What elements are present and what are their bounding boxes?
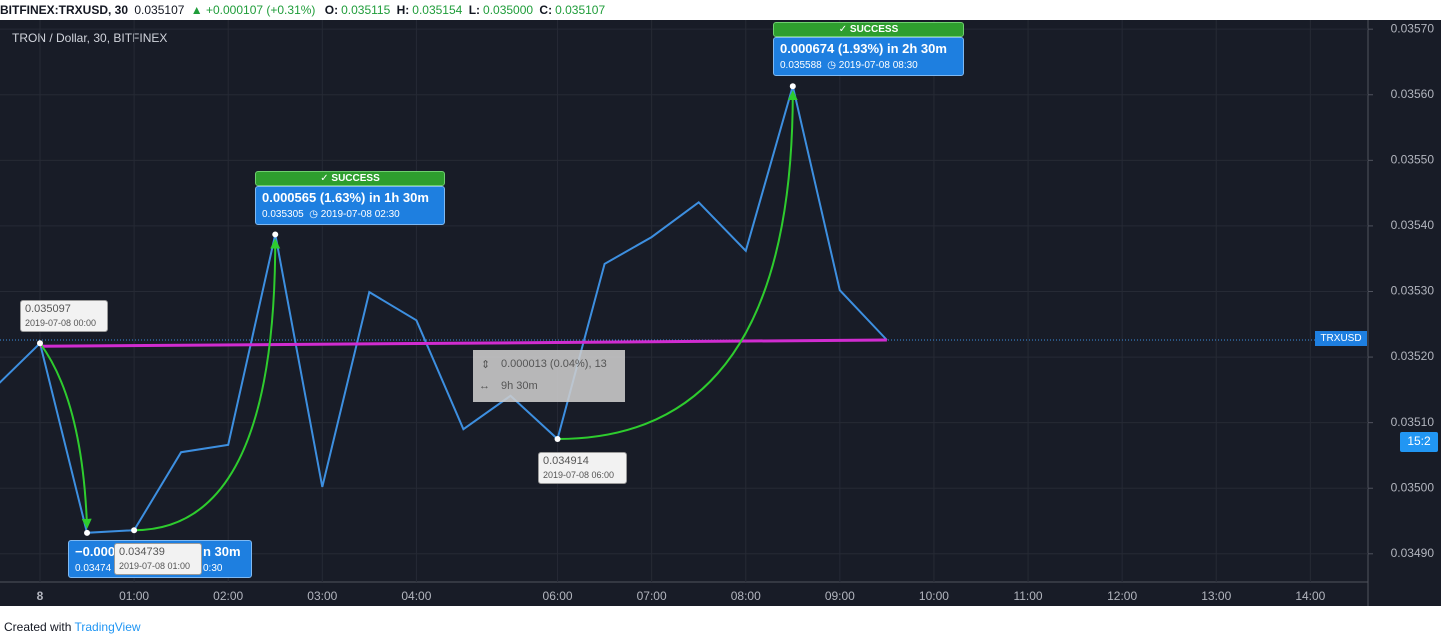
gain-price: 0.035588 ◷ 2019-07-08 08:30: [780, 60, 918, 71]
last-price: 0.035107: [134, 3, 185, 17]
x-tick-label: 03:00: [307, 589, 337, 603]
x-tick-label: 07:00: [637, 589, 667, 603]
y-tick-label: 0.03570: [1391, 21, 1435, 35]
tooltip-price: 0.035097: [25, 303, 71, 315]
footer: Created with TradingView: [4, 620, 141, 634]
trend-line: [39, 338, 887, 348]
tooltip-date: 2019-07-08 00:00: [25, 318, 97, 328]
anchor-point: [789, 83, 796, 90]
gain-price: 0.035305 ◷ 2019-07-08 02:30: [262, 209, 400, 220]
x-tick-label: 12:00: [1107, 589, 1137, 603]
ohlc-label: C:: [539, 3, 553, 17]
arrow-curve: [39, 342, 92, 529]
anchor-point: [272, 231, 279, 238]
gain-price-value: 0.035588: [780, 60, 822, 71]
grid: 0.03490 0.03500 0.03510 0.03520 0.03530 0.035…: [0, 20, 1434, 603]
loss-change: −0.000: [75, 544, 116, 559]
measure-time: 9h 30m: [501, 380, 538, 392]
chart: TRON / Dollar, 30, BITFINEX 0.03490 0.035…: [0, 20, 1441, 606]
footer-brand[interactable]: TradingView: [74, 620, 141, 634]
x-tick-label: 13:00: [1201, 589, 1231, 603]
success-badge: ✓ SUCCESS: [773, 22, 964, 37]
ohlc-value: 0.035107: [555, 3, 606, 17]
x-tick-label: 09:00: [825, 589, 855, 603]
measure-icon: ↔: [479, 380, 490, 392]
gain-box: 0.000674 (1.93%) in 2h 30m 0.035588 ◷ 20…: [773, 37, 964, 76]
countdown-box: [1400, 432, 1438, 452]
anchor-point: [554, 436, 561, 443]
success-text: SUCCESS: [331, 173, 380, 184]
y-tick-label: 0.03500: [1391, 480, 1435, 494]
price-tooltip: 0.035097 2019-07-08 00:00: [20, 300, 108, 332]
change: ▲ +0.000107 (+0.31%): [190, 3, 316, 17]
countdown: 15:2: [1407, 434, 1431, 448]
plot: [0, 83, 1368, 536]
footer-text: Created with: [4, 620, 72, 634]
x-tick-label: 06:00: [543, 589, 573, 603]
y-tick-label: 0.03560: [1391, 87, 1435, 101]
tooltip-price: 0.034914: [543, 455, 589, 467]
x-tick-label: 08:00: [731, 589, 761, 603]
y-tick-label: 0.03550: [1391, 153, 1435, 167]
ohlc-value: 0.035115: [341, 3, 391, 17]
measure-box: ⇕ 0.000013 (0.04%), 13 ↔ 9h 30m: [473, 350, 625, 402]
tooltip-date: 2019-07-08 01:00: [119, 561, 191, 571]
change-value: +0.000107 (+0.31%): [205, 3, 316, 17]
price-tooltip: 0.034739 2019-07-08 01:00: [114, 543, 202, 575]
series-label: TRXUSD: [1315, 331, 1367, 346]
loss-time: 0:30: [203, 563, 223, 574]
measure-range: 0.000013 (0.04%), 13: [501, 358, 607, 370]
tooltip-price: 0.034739: [119, 546, 165, 558]
tooltip-date: 2019-07-08 06:00: [543, 470, 615, 480]
x-tick-label: 10:00: [919, 589, 949, 603]
x-tick-label: 02:00: [213, 589, 243, 603]
arrow-curve: [134, 238, 281, 532]
ohlc-label: O:: [324, 3, 339, 17]
background: [0, 20, 1441, 606]
symbol: BITFINEX:TRXUSD, 30: [0, 3, 129, 17]
y-tick-label: 0.03490: [1391, 546, 1435, 560]
anchor-point: [84, 529, 91, 536]
y-tick-label: 0.03530: [1391, 284, 1435, 298]
gain-box: 0.000565 (1.63%) in 1h 30m 0.035305 ◷ 20…: [255, 186, 445, 225]
x-tick-label: 8: [37, 589, 44, 603]
measure-icon: ⇕: [481, 359, 491, 371]
arrow-curve: [557, 90, 798, 441]
anchor-point: [131, 527, 138, 534]
success-text: SUCCESS: [849, 24, 899, 35]
gain-date: 2019-07-08 08:30: [838, 60, 918, 71]
x-tick-label: 11:00: [1013, 589, 1042, 603]
anchor-point: [37, 340, 43, 347]
price-line: [0, 85, 888, 534]
chart-title: TRON / Dollar, 30, BITFINEX: [12, 31, 167, 45]
gain-change: 0.000565 (1.63%) in 1h 30m: [262, 190, 429, 205]
ohlc-value: 0.035154: [412, 3, 463, 17]
success-badge: ✓ SUCCESS: [255, 171, 445, 186]
ohlc-value: 0.035000: [483, 3, 534, 17]
gain-date: 2019-07-08 02:30: [320, 209, 400, 220]
gain-price-value: 0.035305: [262, 209, 304, 220]
ohlc-label: H:: [396, 3, 410, 17]
y-tick-label: 0.03540: [1391, 218, 1435, 232]
gain-change: 0.000674 (1.93%) in 2h 30m: [780, 41, 947, 56]
x-tick-label: 14:00: [1295, 589, 1325, 603]
y-tick-label: 0.03520: [1391, 349, 1435, 363]
x-tick-label: 01:00: [119, 589, 149, 603]
header: BITFINEX:TRXUSD, 30 0.035107 ▲ +0.000107…: [0, 0, 1441, 20]
y-tick-label: 0.03510: [1391, 415, 1435, 429]
x-tick-label: 04:00: [401, 589, 431, 603]
loss-change-end: n 30m: [203, 544, 241, 559]
price-tooltip: 0.034914 2019-07-08 06:00: [538, 452, 627, 484]
ohlc-label: L:: [468, 3, 481, 17]
loss-price: 0.03474: [75, 563, 112, 574]
